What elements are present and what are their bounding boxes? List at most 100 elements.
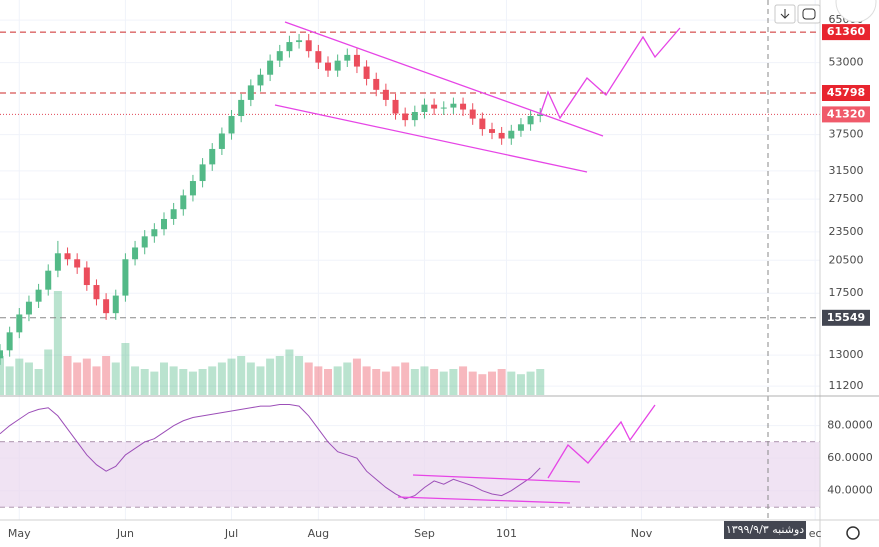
volume-bar	[179, 369, 188, 395]
candle-body	[479, 118, 486, 130]
level-box	[822, 106, 870, 123]
x-tick-label: Sep	[414, 527, 435, 540]
marks	[0, 31, 820, 500]
volume-bar	[295, 356, 304, 395]
candle-body	[276, 51, 283, 61]
y-tick-label: 23500	[829, 225, 864, 238]
candle-body	[103, 299, 110, 314]
volume-bar	[140, 369, 149, 395]
reset-button[interactable]	[797, 4, 821, 24]
candle-body	[517, 124, 524, 131]
volume-bar	[246, 362, 255, 395]
level-box	[822, 309, 870, 326]
rsi-trend-line	[412, 474, 581, 483]
volume-bar	[459, 366, 468, 395]
volume-bar	[73, 362, 82, 395]
x-tick-label: 101	[496, 527, 517, 540]
candle-body	[353, 54, 360, 67]
volume-bar	[343, 362, 352, 395]
y-tick-label: 53000	[829, 56, 864, 69]
candle-body	[537, 114, 544, 117]
volume-bar	[237, 356, 246, 395]
volume-bar	[160, 362, 168, 395]
candle-body	[305, 40, 312, 52]
volume-bar	[63, 356, 72, 395]
volume-bar	[430, 369, 439, 395]
volume-bar	[304, 362, 313, 395]
volume-bar	[468, 371, 477, 395]
volume-bar	[391, 366, 400, 395]
rsi-tick-label: 40.0000	[827, 484, 873, 497]
labels: MayJunJulAugSep101Novec65000530003750031…	[8, 13, 873, 540]
volume-bar	[324, 369, 332, 395]
candle-body	[498, 132, 505, 139]
x-tick-label: Jul	[224, 527, 238, 540]
crosshair-time-label: دوشنبه ۱۳۹۹/۹/۳	[726, 523, 804, 536]
x-tick-label: Aug	[308, 527, 329, 540]
volume-bar	[24, 362, 33, 395]
candle-body	[489, 129, 495, 133]
trend-line	[274, 104, 588, 173]
candle-body	[132, 247, 139, 260]
rsi-tick-label: 80.0000	[827, 419, 873, 432]
candle-body	[189, 181, 196, 196]
volume-bar	[150, 371, 159, 395]
trend-line	[284, 21, 604, 137]
level-label: 15549	[827, 311, 865, 324]
volume-bar	[121, 343, 130, 395]
candle-body	[421, 104, 428, 113]
volume-bar	[372, 369, 381, 395]
volume-bar	[208, 366, 217, 395]
volume-bar	[401, 362, 410, 395]
volume-bar	[82, 358, 91, 395]
candle-body	[238, 99, 245, 117]
volume-bar	[478, 374, 487, 395]
candle-body	[112, 295, 119, 314]
x-tick-label: ec	[809, 527, 822, 540]
volume-bar	[439, 371, 448, 395]
candle-body	[315, 51, 322, 63]
candle-body	[450, 103, 457, 108]
candle-body	[460, 103, 467, 110]
volume-bar	[111, 362, 120, 395]
candle-body	[6, 332, 13, 351]
settings-circle[interactable]	[835, 0, 877, 23]
volume-bar	[275, 356, 284, 395]
volume-bar	[314, 366, 323, 395]
volume-bar	[420, 366, 429, 395]
volume-bar	[526, 371, 535, 395]
settings-icon[interactable]	[846, 526, 860, 540]
volume-bar	[449, 369, 458, 395]
rsi-tick-label: 60.0000	[827, 451, 873, 464]
rsi-projection	[547, 404, 656, 479]
candle-body	[257, 74, 264, 86]
reset-icon	[802, 8, 816, 20]
x-tick-label: Jun	[116, 527, 134, 540]
candle-body	[16, 314, 23, 333]
candle-body	[431, 104, 438, 109]
volume-bar	[266, 358, 275, 395]
candle-body	[286, 42, 293, 52]
y-tick-label: 37500	[829, 128, 864, 141]
down-icon	[780, 9, 790, 19]
candle-body	[209, 148, 216, 165]
volume-bar	[488, 371, 496, 395]
candle-body	[508, 130, 515, 139]
projection	[539, 27, 681, 120]
volume-bar	[198, 369, 207, 395]
volume-bar	[536, 369, 545, 395]
drawings	[274, 21, 681, 504]
level-label: 41320	[827, 107, 866, 120]
candle-body	[373, 78, 380, 90]
candle-body	[161, 218, 167, 230]
candle-body	[54, 253, 61, 271]
candle-body	[141, 236, 148, 248]
candle-body	[527, 116, 534, 125]
volume-bar	[44, 349, 53, 395]
level-box	[822, 84, 870, 101]
rsi-trend-line	[397, 496, 571, 504]
candle-body	[180, 195, 187, 210]
volume-bar	[5, 366, 14, 395]
volume-bar	[362, 366, 371, 395]
level-label: 61360	[827, 25, 866, 38]
